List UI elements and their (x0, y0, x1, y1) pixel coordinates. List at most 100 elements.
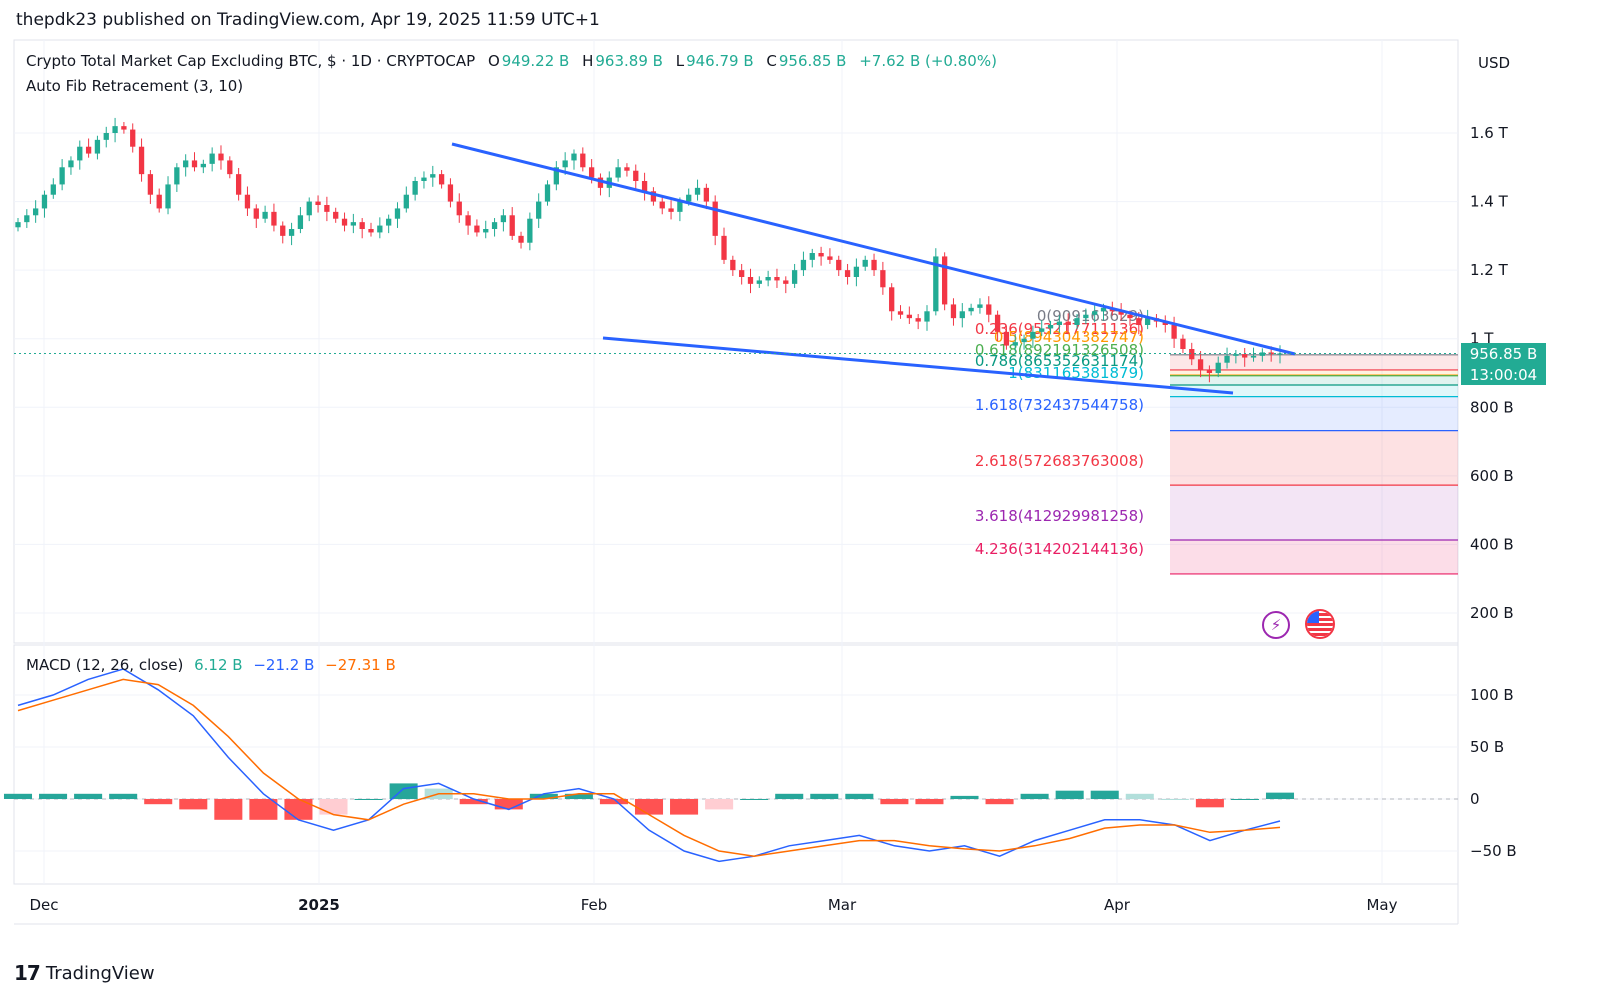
macd-histogram-bar (3, 793, 33, 799)
time-tick-label: Mar (828, 896, 857, 914)
macd-histogram-bar (1265, 792, 1295, 799)
symbol-label[interactable]: Crypto Total Market Cap Excluding BTC, $… (26, 52, 476, 70)
candle-body (774, 277, 780, 281)
fib-level-label: 0.786(865352631174) (975, 352, 1144, 370)
candle-body (527, 218, 533, 243)
candle-body (403, 194, 409, 209)
candle-body (1127, 314, 1133, 319)
macd-histogram-bar (950, 795, 979, 799)
candle-body (235, 174, 242, 195)
price-tick-label: 1.2 T (1470, 261, 1509, 279)
macd-label: MACD (12, 26, close) (26, 656, 184, 674)
high-key: H (582, 52, 594, 70)
macd-histogram-bar (109, 793, 138, 799)
candle-body (165, 184, 171, 209)
candle-body (844, 270, 851, 277)
macd-tick-label: −50 B (1470, 842, 1517, 860)
candle-body (253, 208, 259, 219)
fib-level-label: 1.618(732437544758) (975, 396, 1144, 414)
candle-body (544, 184, 551, 202)
candle-body (333, 211, 339, 219)
candle-body (438, 174, 445, 185)
macd-histogram-bar (1125, 793, 1154, 799)
candle-body (818, 253, 824, 257)
candle-body (262, 211, 268, 219)
candle-body (615, 167, 621, 178)
candle-body (1180, 338, 1186, 349)
candle-body (553, 167, 559, 185)
macd-histogram-bar (529, 793, 558, 799)
candle-body (138, 146, 145, 175)
tradingview-logo-icon: 17 (14, 961, 41, 985)
candle-body (421, 177, 427, 181)
fib-level-label: 2.618(572683763008) (975, 452, 1144, 470)
price-tick-label: 800 B (1470, 398, 1514, 416)
candle-body (1065, 321, 1071, 325)
candle-body (686, 194, 692, 202)
candle-body (280, 225, 286, 236)
tradingview-footer[interactable]: 17 TradingView (14, 961, 155, 985)
candle-body (977, 304, 983, 308)
candle-body (1242, 354, 1248, 358)
candle-body (924, 311, 930, 322)
candle-body (1162, 321, 1168, 325)
candle-body (1100, 307, 1107, 312)
fib-zone (1170, 485, 1458, 540)
low-value: 946.79 B (686, 52, 754, 70)
close-value: 956.85 B (778, 52, 847, 70)
candle-body (633, 170, 639, 181)
candle-body (1136, 318, 1142, 325)
candle-body (703, 187, 710, 202)
candle-body (836, 259, 842, 271)
macd-histogram-bar (284, 799, 313, 820)
time-tick-label: Feb (581, 896, 608, 914)
fib-zone (1170, 375, 1458, 385)
candle-body (862, 259, 868, 267)
time-tick-label: 2025 (298, 896, 340, 914)
candle-body (915, 318, 921, 322)
candle-body (791, 270, 798, 284)
currency-label[interactable]: USD (1478, 54, 1511, 72)
candle-body (430, 174, 436, 178)
candle-body (1171, 325, 1177, 339)
fib-zone (1170, 539, 1458, 574)
candle-body (341, 218, 348, 226)
macd-histogram-bar (845, 793, 874, 799)
macd-histogram-bar (1020, 793, 1049, 799)
price-tick-label: 400 B (1470, 535, 1514, 553)
candle-body (1144, 318, 1151, 325)
candle-body (200, 163, 206, 168)
candle-body (103, 133, 109, 140)
macd-tick-label: 100 B (1470, 686, 1514, 704)
candle-body (1197, 359, 1204, 370)
open-value: 949.22 B (501, 52, 570, 70)
fib-zone (1170, 396, 1458, 431)
macd-histogram-bar (705, 799, 734, 810)
us-flag-icon[interactable] (1305, 609, 1335, 639)
macd-histogram-bar (634, 799, 664, 815)
indicator-legend[interactable]: Auto Fib Retracement (3, 10) (26, 77, 244, 95)
candle-body (50, 184, 56, 195)
candle-body (491, 222, 498, 229)
macd-signal-value: −27.31 B (325, 656, 396, 674)
candle-body (147, 174, 154, 195)
macd-histogram-bar (1160, 799, 1189, 800)
candle-body (1039, 328, 1045, 332)
lightning-icon[interactable]: ⚡ (1262, 611, 1290, 639)
price-tick-label: 200 B (1470, 604, 1514, 622)
candle-body (959, 311, 965, 319)
candle-body (447, 184, 454, 202)
last-price-tag: 956.85 B (1461, 343, 1546, 365)
tradingview-brand: TradingView (45, 962, 155, 984)
candle-body (1215, 362, 1221, 373)
candle-body (306, 201, 312, 216)
candle-body (465, 215, 471, 226)
candle-body (24, 215, 30, 223)
candle-body (933, 256, 939, 312)
macd-legend[interactable]: MACD (12, 26, close) 6.12 B −21.2 B −27.… (26, 656, 396, 674)
candle-body (1074, 318, 1080, 325)
macd-histogram-bar (249, 799, 278, 820)
candle-body (130, 129, 136, 147)
candle-body (571, 153, 577, 161)
